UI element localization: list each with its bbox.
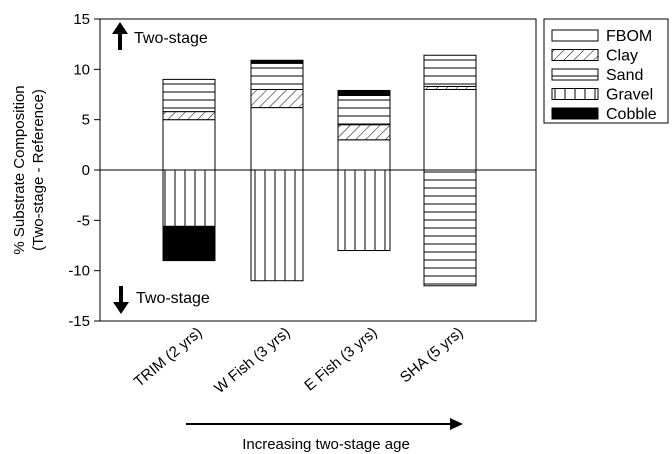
legend-swatch-gravel — [551, 88, 599, 100]
x-axis: TRIM (2 yrs) W Fish (3 yrs) E Fish (3 yrs)… — [131, 324, 467, 397]
legend-label-fbom: FBOM — [606, 28, 652, 45]
up-arrow-icon — [112, 22, 128, 50]
y-tick-label: 0 — [82, 162, 90, 179]
legend-label-cobble: Cobble — [606, 106, 657, 123]
bar-segment-cobble — [337, 89, 391, 97]
legend: FBOM Clay Sand Gravel Cobble — [543, 18, 669, 124]
bar-segment-fbom — [250, 107, 304, 171]
bar-segment-sand — [423, 54, 477, 87]
legend-swatch-sand — [551, 68, 599, 81]
bar-segment-gravel — [162, 169, 216, 227]
bar-segment-clay — [250, 88, 304, 109]
age-arrow-icon — [186, 418, 463, 430]
bar-segment-sand — [162, 78, 216, 113]
x-tick-label: SHA (5 yrs) — [397, 324, 467, 386]
legend-label-clay: Clay — [606, 48, 638, 65]
legend-swatch-clay — [551, 49, 599, 61]
y-tick-label: 5 — [82, 112, 90, 129]
legend-label-sand: Sand — [606, 67, 643, 84]
y-axis-title-line2: (Two-stage - Reference) — [30, 89, 47, 251]
legend-swatch-cobble — [551, 107, 599, 120]
legend-swatch-fbom — [551, 29, 599, 42]
x-axis-title: Increasing two-stage age — [242, 436, 410, 453]
bar-segment-fbom — [423, 88, 477, 171]
bar-segment-fbom — [337, 139, 391, 171]
bar-segment-sand — [250, 62, 304, 90]
bars-group — [162, 54, 477, 287]
y-tick-label: -5 — [77, 212, 90, 229]
bar-segment-fbom — [162, 119, 216, 171]
y-tick-label: 15 — [73, 11, 90, 28]
bar-segment-sha-negative — [423, 169, 477, 287]
annotation-up-label: Two-stage — [134, 30, 208, 47]
bar-segment-clay — [337, 124, 391, 141]
bar-segment-gravel — [250, 169, 304, 282]
y-axis: -15 -10 -5 0 5 10 15 — [68, 11, 536, 330]
y-tick-label: -10 — [68, 263, 90, 280]
bar-segment-cobble — [250, 59, 304, 64]
bar-segment-gravel — [337, 169, 391, 252]
x-tick-label: E Fish (3 yrs) — [301, 324, 380, 394]
bar-segment-cobble — [162, 225, 216, 262]
bar-segment-clay — [162, 111, 216, 121]
y-tick-label: 10 — [73, 61, 90, 78]
y-axis-title-line1: % Substrate Composition — [11, 85, 28, 254]
annotation-down-label: Two-stage — [136, 290, 210, 307]
bar-segment-sand — [337, 95, 391, 126]
y-tick-label: -15 — [68, 313, 90, 330]
x-tick-label: TRIM (2 yrs) — [131, 324, 206, 391]
x-tick-label: W Fish (3 yrs) — [211, 324, 293, 397]
legend-label-gravel: Gravel — [606, 87, 653, 104]
down-arrow-icon — [113, 286, 129, 314]
